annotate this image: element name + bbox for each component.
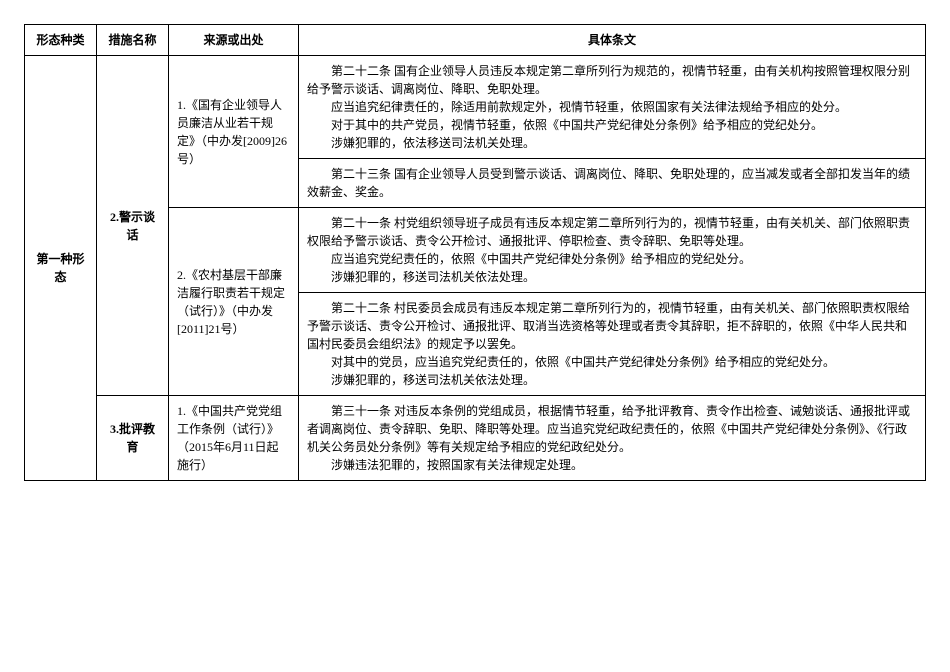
regulation-table: 形态种类 措施名称 来源或出处 具体条文 第一种形态 2.警示谈话 1.《国有企… [24,24,926,481]
header-detail: 具体条文 [299,25,926,56]
source-cell: 1.《国有企业领导人员廉洁从业若干规定》（中办发[2009]26号） [169,56,299,208]
source-cell: 1.《中国共产党党组工作条例（试行）》（2015年6月11日起施行） [169,396,299,481]
measure-cell: 2.警示谈话 [97,56,169,396]
table-row: 3.批评教育 1.《中国共产党党组工作条例（试行）》（2015年6月11日起施行… [25,396,926,481]
header-type: 形态种类 [25,25,97,56]
detail-cell: 第二十一条 村党组织领导班子成员有违反本规定第二章所列行为的，视情节轻重，由有关… [299,208,926,293]
detail-cell: 第二十二条 国有企业领导人员违反本规定第二章所列行为规范的，视情节轻重，由有关机… [299,56,926,159]
header-measure: 措施名称 [97,25,169,56]
detail-cell: 第二十三条 国有企业领导人员受到警示谈话、调离岗位、降职、免职处理的，应当减发或… [299,159,926,208]
header-row: 形态种类 措施名称 来源或出处 具体条文 [25,25,926,56]
measure-cell: 3.批评教育 [97,396,169,481]
table-row: 第一种形态 2.警示谈话 1.《国有企业领导人员廉洁从业若干规定》（中办发[20… [25,56,926,159]
detail-cell: 第三十一条 对违反本条例的党组成员，根据情节轻重，给予批评教育、责令作出检查、诫… [299,396,926,481]
source-cell: 2.《农村基层干部廉洁履行职责若干规定（试行）》（中办发[2011]21号） [169,208,299,396]
detail-cell: 第二十二条 村民委员会成员有违反本规定第二章所列行为的，视情节轻重，由有关机关、… [299,293,926,396]
type-cell: 第一种形态 [25,56,97,481]
header-source: 来源或出处 [169,25,299,56]
